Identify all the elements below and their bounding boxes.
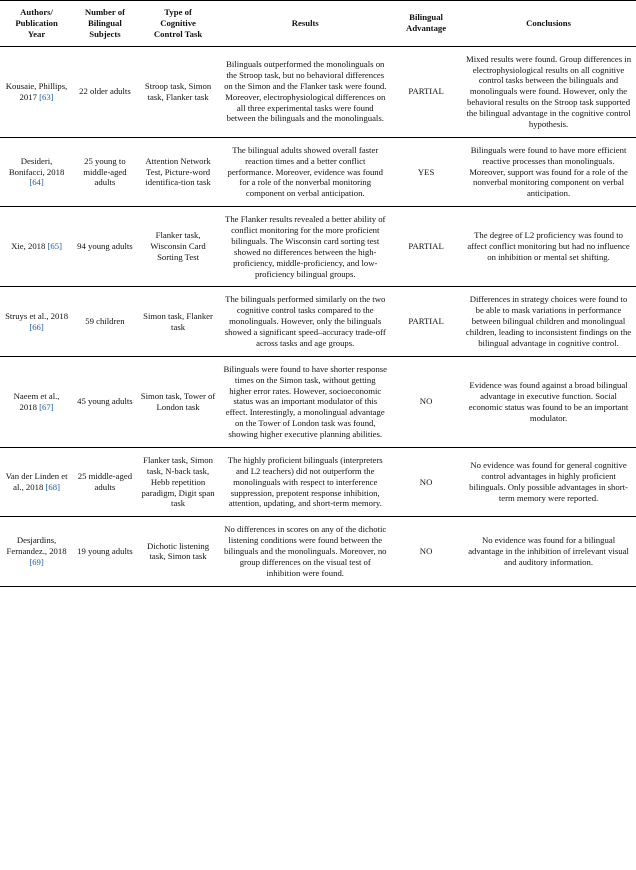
reference-link[interactable]: [64] bbox=[29, 177, 43, 187]
table-row: Struys et al., 2018 [66]59 childrenSimon… bbox=[0, 287, 636, 356]
cell-results: No differences in scores on any of the d… bbox=[219, 517, 391, 586]
cell-subjects: 22 older adults bbox=[73, 46, 137, 137]
cell-results: Bilinguals were found to have shorter re… bbox=[219, 356, 391, 447]
cell-task: Simon task, Flanker task bbox=[137, 287, 220, 356]
header-subjects: Number ofBilingualSubjects bbox=[73, 1, 137, 47]
authors-text: Xie, 2018 bbox=[11, 241, 47, 251]
reference-link[interactable]: [68] bbox=[45, 482, 59, 492]
header-row: Authors/PublicationYear Number ofBilingu… bbox=[0, 1, 636, 47]
cell-task: Stroop task, Simon task, Flanker task bbox=[137, 46, 220, 137]
table-row: Xie, 2018 [65]94 young adultsFlanker tas… bbox=[0, 207, 636, 287]
cell-advantage: PARTIAL bbox=[391, 46, 461, 137]
reference-link[interactable]: [65] bbox=[48, 241, 62, 251]
cell-task: Flanker task, Wisconsin Card Sorting Tes… bbox=[137, 207, 220, 287]
cell-advantage: NO bbox=[391, 517, 461, 586]
reference-link[interactable]: [67] bbox=[39, 402, 53, 412]
cell-advantage: YES bbox=[391, 137, 461, 206]
table-row: Naeem et al., 2018 [67]45 young adultsSi… bbox=[0, 356, 636, 447]
cell-conclusions: Differences in strategy choices were fou… bbox=[461, 287, 636, 356]
cell-results: The highly proficient bilinguals (interp… bbox=[219, 447, 391, 516]
cell-advantage: PARTIAL bbox=[391, 287, 461, 356]
header-task: Type ofCognitiveControl Task bbox=[137, 1, 220, 47]
cell-conclusions: No evidence was found for a bilingual ad… bbox=[461, 517, 636, 586]
header-conclusions: Conclusions bbox=[461, 1, 636, 47]
cell-conclusions: Evidence was found against a broad bilin… bbox=[461, 356, 636, 447]
cell-results: The bilinguals performed similarly on th… bbox=[219, 287, 391, 356]
cell-subjects: 25 young to middle-aged adults bbox=[73, 137, 137, 206]
cell-authors: Desjardins, Fernandez., 2018 [69] bbox=[0, 517, 73, 586]
reference-link[interactable]: [66] bbox=[29, 322, 43, 332]
cell-authors: Struys et al., 2018 [66] bbox=[0, 287, 73, 356]
cell-task: Dichotic listening task, Simon task bbox=[137, 517, 220, 586]
cell-authors: Kousaie, Phillips, 2017 [63] bbox=[0, 46, 73, 137]
cell-task: Attention Network Test, Picture-word ide… bbox=[137, 137, 220, 206]
table-row: Desjardins, Fernandez., 2018 [69]19 youn… bbox=[0, 517, 636, 586]
cell-conclusions: No evidence was found for general cognit… bbox=[461, 447, 636, 516]
cell-conclusions: Bilinguals were found to have more effic… bbox=[461, 137, 636, 206]
cell-authors: Van der Linden et al., 2018 [68] bbox=[0, 447, 73, 516]
cell-subjects: 45 young adults bbox=[73, 356, 137, 447]
header-advantage: BilingualAdvantage bbox=[391, 1, 461, 47]
cell-conclusions: The degree of L2 proficiency was found t… bbox=[461, 207, 636, 287]
cell-subjects: 25 middle-aged adults bbox=[73, 447, 137, 516]
cell-task: Simon task, Tower of London task bbox=[137, 356, 220, 447]
cell-subjects: 94 young adults bbox=[73, 207, 137, 287]
header-results: Results bbox=[219, 1, 391, 47]
cell-advantage: NO bbox=[391, 356, 461, 447]
authors-text: Kousaie, Phillips, 2017 bbox=[6, 81, 68, 102]
research-table: Authors/PublicationYear Number ofBilingu… bbox=[0, 0, 636, 587]
table-row: Desideri, Bonifacci, 2018 [64]25 young t… bbox=[0, 137, 636, 206]
cell-conclusions: Mixed results were found. Group differen… bbox=[461, 46, 636, 137]
table-row: Van der Linden et al., 2018 [68]25 middl… bbox=[0, 447, 636, 516]
cell-authors: Desideri, Bonifacci, 2018 [64] bbox=[0, 137, 73, 206]
cell-advantage: NO bbox=[391, 447, 461, 516]
cell-task: Flanker task, Simon task, N-back task, H… bbox=[137, 447, 220, 516]
cell-results: The bilingual adults showed overall fast… bbox=[219, 137, 391, 206]
authors-text: Desjardins, Fernandez., 2018 bbox=[7, 535, 67, 556]
reference-link[interactable]: [63] bbox=[39, 92, 53, 102]
authors-text: Desideri, Bonifacci, 2018 bbox=[9, 156, 65, 177]
cell-results: Bilinguals outperformed the monolinguals… bbox=[219, 46, 391, 137]
cell-advantage: PARTIAL bbox=[391, 207, 461, 287]
reference-link[interactable]: [69] bbox=[29, 557, 43, 567]
cell-results: The Flanker results revealed a better ab… bbox=[219, 207, 391, 287]
cell-subjects: 59 children bbox=[73, 287, 137, 356]
table-row: Kousaie, Phillips, 2017 [63]22 older adu… bbox=[0, 46, 636, 137]
authors-text: Struys et al., 2018 bbox=[5, 311, 68, 321]
cell-subjects: 19 young adults bbox=[73, 517, 137, 586]
header-authors: Authors/PublicationYear bbox=[0, 1, 73, 47]
cell-authors: Xie, 2018 [65] bbox=[0, 207, 73, 287]
cell-authors: Naeem et al., 2018 [67] bbox=[0, 356, 73, 447]
